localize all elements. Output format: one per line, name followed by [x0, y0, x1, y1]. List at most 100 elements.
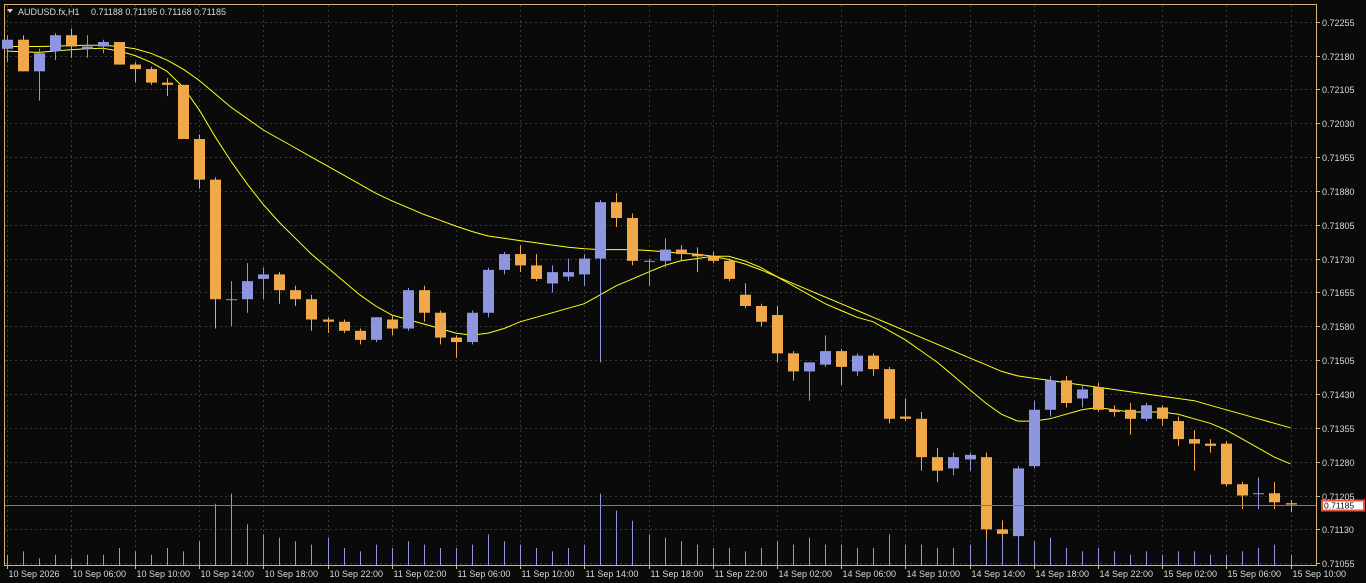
candle-body	[1253, 493, 1264, 495]
candle-body	[226, 299, 237, 301]
candles	[2, 28, 1297, 539]
bear-candle	[1269, 481, 1280, 510]
candle-body	[531, 265, 542, 279]
bull-candle	[965, 452, 976, 471]
candle-body	[997, 529, 1008, 534]
candle-body	[50, 35, 61, 52]
bear-candle	[772, 305, 783, 363]
candle-body	[98, 42, 109, 47]
bull-candle	[226, 281, 237, 327]
bear-candle	[981, 452, 992, 539]
bear-candle	[868, 353, 879, 376]
candle-body	[178, 84, 189, 140]
bull-candle	[242, 263, 253, 313]
bear-candle	[419, 285, 430, 322]
ma-fast-line	[6, 47, 1291, 465]
bull-candle	[595, 199, 606, 363]
plot-frame	[4, 4, 1317, 566]
candle-body	[1221, 443, 1232, 485]
candle-body	[1061, 380, 1072, 404]
bull-candle	[98, 39, 109, 54]
candle-body	[948, 457, 959, 469]
bear-candle	[274, 272, 285, 304]
y-tick-label: 0.71280	[1322, 458, 1355, 468]
candle-body	[1173, 421, 1184, 440]
candle-body	[355, 330, 366, 340]
y-tick-label: 0.71355	[1322, 424, 1355, 434]
y-tick-label: 0.71880	[1322, 187, 1355, 197]
bear-candle	[916, 412, 927, 471]
x-tick-label: 15 Sep 06:00	[1228, 569, 1282, 579]
x-tick-label: 14 Sep 18:00	[1036, 569, 1090, 579]
bull-candle	[644, 258, 655, 286]
bear-candle	[611, 193, 622, 228]
candle-body	[916, 418, 927, 458]
candle-body	[611, 202, 622, 218]
candle-body	[900, 416, 911, 419]
bear-candle	[1109, 405, 1120, 417]
bull-candle	[258, 267, 269, 300]
time-axis[interactable]: 10 Sep 2026 10 Sep 06:00 10 Sep 10:00 10 Se…	[7, 565, 1347, 579]
y-tick-label: 0.71580	[1322, 322, 1355, 332]
ohlc-label: 0.71188 0.71195 0.71168 0.71185	[91, 7, 226, 17]
bear-candle	[932, 448, 943, 482]
candle-body	[1269, 493, 1280, 503]
candle-body	[804, 362, 815, 372]
x-tick-label: 14 Sep 22:00	[1100, 569, 1154, 579]
candle-body	[708, 256, 719, 261]
bear-candle	[1061, 375, 1072, 408]
y-tick-label: 0.71805	[1322, 221, 1355, 231]
bull-candle	[371, 317, 382, 343]
x-tick-label: 11 Sep 14:00	[586, 569, 639, 579]
candle-body	[146, 69, 157, 83]
candle-body	[595, 202, 606, 259]
candle-body	[82, 46, 93, 49]
bull-candle	[1013, 466, 1024, 539]
bear-candle	[210, 177, 221, 329]
candle-body	[114, 42, 125, 65]
bull-candle	[483, 267, 494, 318]
bear-candle	[194, 134, 205, 189]
bear-candle	[740, 283, 751, 309]
candle-body	[740, 294, 751, 306]
candle-body	[932, 457, 943, 471]
y-tick-label: 0.71130	[1322, 525, 1354, 535]
x-tick-label: 14 Sep 06:00	[843, 569, 897, 579]
bear-candle	[836, 348, 847, 385]
candle-body	[403, 290, 414, 329]
candle-body	[852, 355, 863, 372]
bull-candle	[547, 265, 558, 293]
bear-candle	[1125, 403, 1136, 435]
candle-body	[965, 454, 976, 460]
bear-candle	[435, 310, 446, 345]
candle-body	[290, 290, 301, 300]
x-tick-label: 14 Sep 14:00	[972, 569, 1026, 579]
candle-body	[339, 321, 350, 331]
candle-body	[467, 312, 478, 343]
x-tick-label: 15 Sep 10:00	[1293, 569, 1347, 579]
candle-body	[258, 274, 269, 279]
candle-body	[274, 274, 285, 291]
candle-body	[419, 290, 430, 313]
current-price-line: 0.71185	[5, 499, 1365, 512]
bear-candle	[708, 251, 719, 264]
candle-body	[1237, 484, 1248, 496]
candle-body	[1029, 409, 1040, 467]
price-axis[interactable]: 0.72255 0.72180 0.72105 0.72030 0.71955 0.718…	[1316, 18, 1355, 569]
candle-body	[323, 319, 334, 322]
dropdown-triangle-icon[interactable]	[7, 9, 13, 13]
candle-body	[18, 39, 29, 72]
x-tick-label: 10 Sep 10:00	[137, 569, 191, 579]
bear-candle	[1173, 416, 1184, 446]
y-tick-label: 0.71955	[1322, 153, 1355, 163]
candle-body	[579, 258, 590, 275]
y-tick-label: 0.72105	[1322, 85, 1355, 95]
candle-body	[547, 272, 558, 284]
bull-candle	[50, 32, 61, 61]
bull-candle	[852, 353, 863, 376]
x-tick-label: 10 Sep 14:00	[201, 569, 255, 579]
candle-body	[724, 260, 735, 279]
x-tick-label: 14 Sep 10:00	[907, 569, 961, 579]
